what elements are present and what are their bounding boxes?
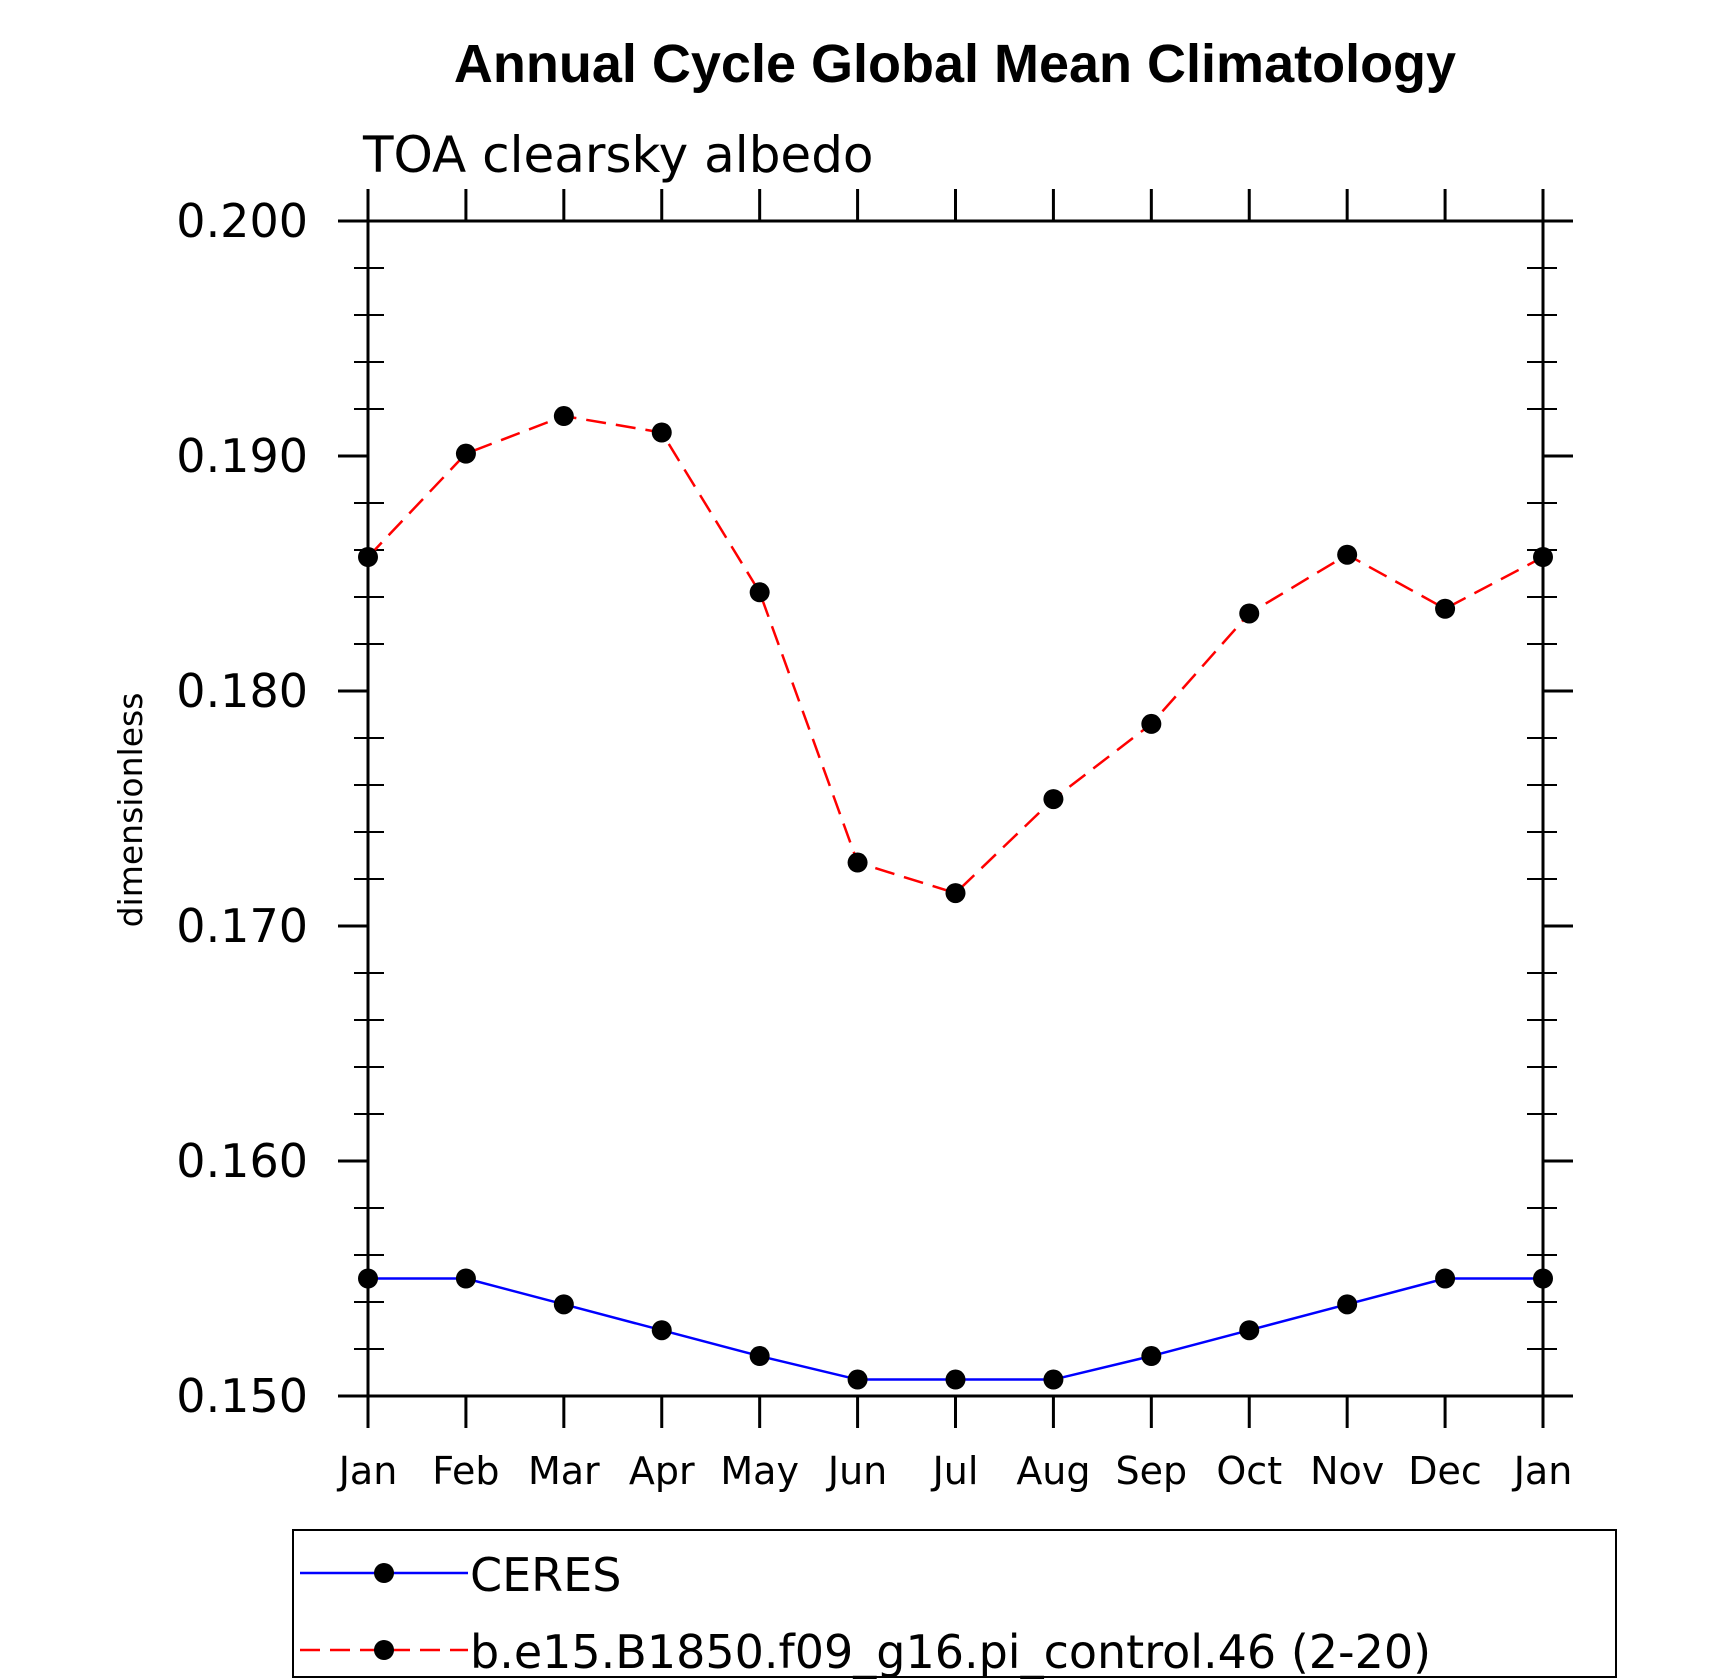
- chart-subtitle: TOA clearsky albedo: [362, 126, 874, 184]
- legend-label: CERES: [470, 1548, 621, 1602]
- data-point: [651, 1320, 672, 1341]
- y-tick-label: 0.150: [176, 1369, 308, 1423]
- x-tick-label: Jun: [826, 1449, 887, 1493]
- x-tick-label: Apr: [629, 1449, 695, 1493]
- x-tick-label: Jul: [931, 1449, 979, 1493]
- x-tick-label: Dec: [1408, 1449, 1482, 1493]
- data-point: [1141, 1346, 1162, 1367]
- legend-marker: [374, 1563, 394, 1583]
- data-point: [1239, 603, 1260, 624]
- legend-entries: CERES b.e15.B1850.f09_g16.pi_control.46 (…: [300, 1548, 1431, 1679]
- axes: Jan Feb Mar Apr May Jun Jul Aug Sep Oct Nov Dec Jan 0…: [176, 189, 1573, 1493]
- legend-entry: CERES: [300, 1548, 621, 1602]
- data-point: [1043, 789, 1064, 810]
- data-point: [358, 547, 378, 568]
- legend: CERES b.e15.B1850.f09_g16.pi_control.46 (…: [292, 1529, 1617, 1679]
- legend-box: [292, 1529, 1617, 1678]
- data-point: [1043, 1369, 1064, 1390]
- data-point: [1239, 1320, 1260, 1341]
- data-point: [1141, 713, 1162, 734]
- data-point: [1533, 547, 1553, 568]
- data-point: [455, 1268, 476, 1289]
- data-point: [847, 852, 868, 873]
- plot-frame: [366, 219, 1545, 1398]
- legend-label: b.e15.B1850.f09_g16.pi_control.46 (2-20): [470, 1625, 1431, 1679]
- data-point: [455, 443, 476, 464]
- data-point: [1435, 598, 1456, 619]
- x-tick-label: Jan: [337, 1449, 398, 1493]
- series-line: [367, 414, 1544, 895]
- x-tick-label: Jan: [1512, 1449, 1573, 1493]
- data-point: [945, 1369, 966, 1390]
- y-tick-label: 0.160: [176, 1134, 308, 1188]
- y-tick-label: 0.170: [176, 899, 308, 953]
- x-tick-label: Feb: [432, 1449, 499, 1493]
- data-point: [749, 582, 770, 603]
- x-tick-label: Nov: [1310, 1449, 1384, 1493]
- chart-title: Annual Cycle Global Mean Climatology: [454, 34, 1456, 94]
- data-point: [358, 1268, 378, 1289]
- y-tick-label: 0.200: [176, 194, 308, 248]
- series-layer: [358, 406, 1553, 1390]
- data-point: [1435, 1268, 1456, 1289]
- x-tick-label: May: [720, 1449, 799, 1493]
- legend-entry: b.e15.B1850.f09_g16.pi_control.46 (2-20): [300, 1625, 1431, 1679]
- data-point: [1533, 1268, 1553, 1289]
- series-1: [358, 1268, 1553, 1390]
- x-tick-label: Oct: [1216, 1449, 1282, 1493]
- x-tick-label: Sep: [1116, 1449, 1188, 1493]
- y-axis-label: dimensionless: [111, 693, 150, 928]
- data-point: [847, 1369, 868, 1390]
- data-point: [749, 1346, 770, 1367]
- data-point: [1337, 544, 1358, 565]
- legend-marker: [374, 1640, 394, 1660]
- data-point: [1337, 1294, 1358, 1315]
- x-tick-label: Aug: [1016, 1449, 1090, 1493]
- y-tick-label: 0.180: [176, 664, 308, 718]
- data-point: [553, 406, 574, 427]
- data-point: [651, 422, 672, 443]
- series-line: [368, 1277, 1543, 1381]
- data-point: [553, 1294, 574, 1315]
- series-2: [358, 406, 1553, 904]
- data-point: [945, 883, 966, 904]
- x-tick-label: Mar: [528, 1449, 600, 1493]
- y-tick-label: 0.190: [176, 429, 308, 483]
